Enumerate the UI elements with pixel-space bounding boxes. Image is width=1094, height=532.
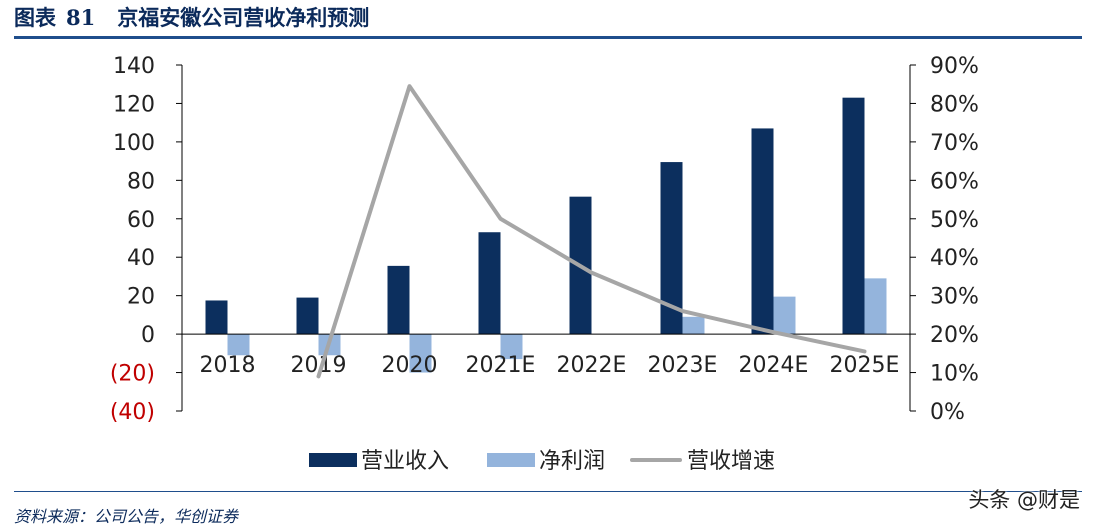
left-axis-tick-label: 20 <box>127 285 155 310</box>
left-axis-tick-label: 60 <box>127 208 155 233</box>
legend-label-growth: 营收增速 <box>687 449 775 474</box>
left-axis-tick-label: 40 <box>127 246 155 271</box>
net-profit-bar-2018 <box>227 334 250 356</box>
left-axis-tick-label: 100 <box>113 131 155 156</box>
figure-title-prefix: 图表 <box>14 5 56 30</box>
legend-swatch-revenue <box>309 453 357 467</box>
right-axis-tick-label: 10% <box>930 362 979 387</box>
x-axis-tick-label: 2020 <box>382 353 438 378</box>
net-profit-bar-2021E <box>500 334 523 360</box>
right-axis-tick-label: 80% <box>930 92 979 117</box>
net-profit-bar-2020 <box>409 334 432 373</box>
right-axis-tick-label: 40% <box>930 246 979 271</box>
net-profit-bar-2025E <box>864 278 887 335</box>
right-axis-tick-label: 90% <box>930 54 979 79</box>
revenue-bar-2018 <box>205 300 228 335</box>
legend-label-net-profit: 净利润 <box>539 449 605 474</box>
right-axis-tick-label: 30% <box>930 285 979 310</box>
revenue-bar-2025E <box>842 97 865 335</box>
net-profit-bar-2024E <box>773 296 796 335</box>
legend-swatch-net-profit <box>487 453 535 467</box>
left-axis-tick-label: 140 <box>113 54 155 79</box>
watermark: 头条 @财是 <box>968 488 1080 512</box>
revenue-bar-2019 <box>296 297 319 335</box>
x-axis-tick-label: 2023E <box>648 353 718 378</box>
left-axis-tick-label: (20) <box>110 362 155 387</box>
left-axis-tick-label: 120 <box>113 92 155 117</box>
legend-label-revenue: 营业收入 <box>361 449 449 474</box>
figure-number: 81 <box>66 5 96 30</box>
left-axis-tick-label: 80 <box>127 169 155 194</box>
figure-title: 图表 81 京福安徽公司营收净利预测 <box>14 2 369 34</box>
figure-title-text: 京福安徽公司营收净利预测 <box>117 5 370 30</box>
right-axis-tick-label: 70% <box>930 131 979 156</box>
right-axis-tick-label: 50% <box>930 208 979 233</box>
x-axis-tick-label: 2021E <box>466 353 536 378</box>
left-axis-tick-label: (40) <box>110 400 155 425</box>
x-axis-tick-label: 2022E <box>557 353 627 378</box>
revenue-bar-2021E <box>478 232 501 335</box>
title-divider <box>14 36 1082 39</box>
revenue-growth-line <box>316 84 867 379</box>
right-axis-tick-label: 0% <box>930 400 965 425</box>
x-axis-tick-label: 2024E <box>739 353 809 378</box>
net-profit-bar-2023E <box>682 316 705 335</box>
revenue-bar-2023E <box>660 162 683 335</box>
source-divider <box>14 491 1082 492</box>
source-note: 资料来源：公司公告，华创证券 <box>14 507 239 526</box>
right-axis-tick-label: 60% <box>930 169 979 194</box>
x-axis-tick-label: 2018 <box>200 353 256 378</box>
revenue-bar-2020 <box>387 265 410 335</box>
right-axis-tick-label: 20% <box>930 323 979 348</box>
left-axis-tick-label: 0 <box>141 323 155 348</box>
x-axis-tick-label: 2025E <box>830 353 900 378</box>
revenue-bar-2024E <box>751 128 774 335</box>
